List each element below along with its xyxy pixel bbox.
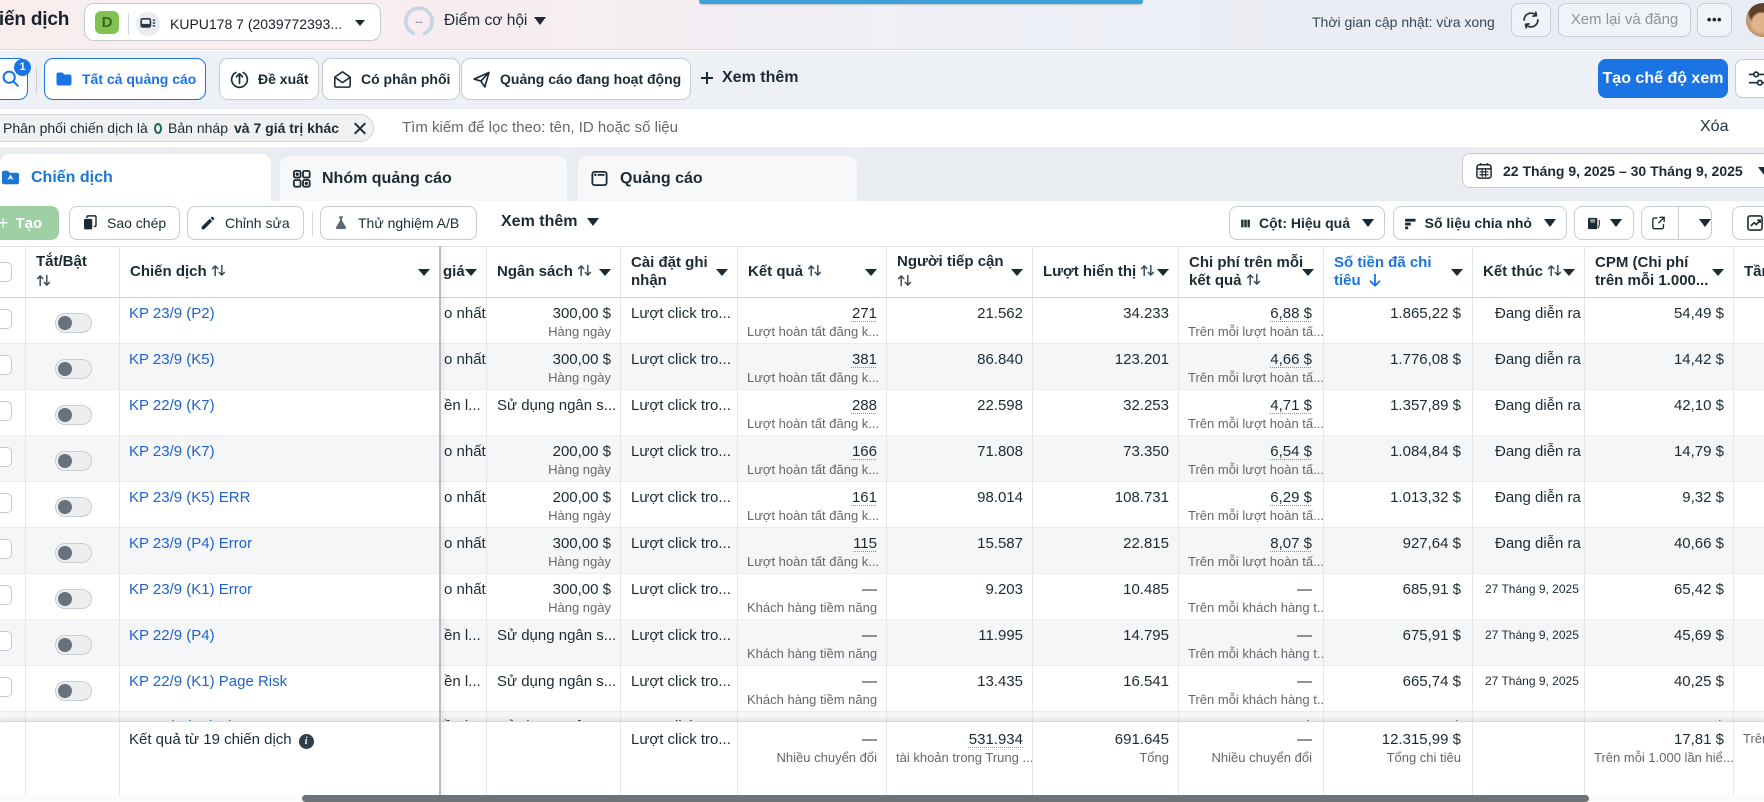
svg-text:--: -- <box>415 16 423 28</box>
